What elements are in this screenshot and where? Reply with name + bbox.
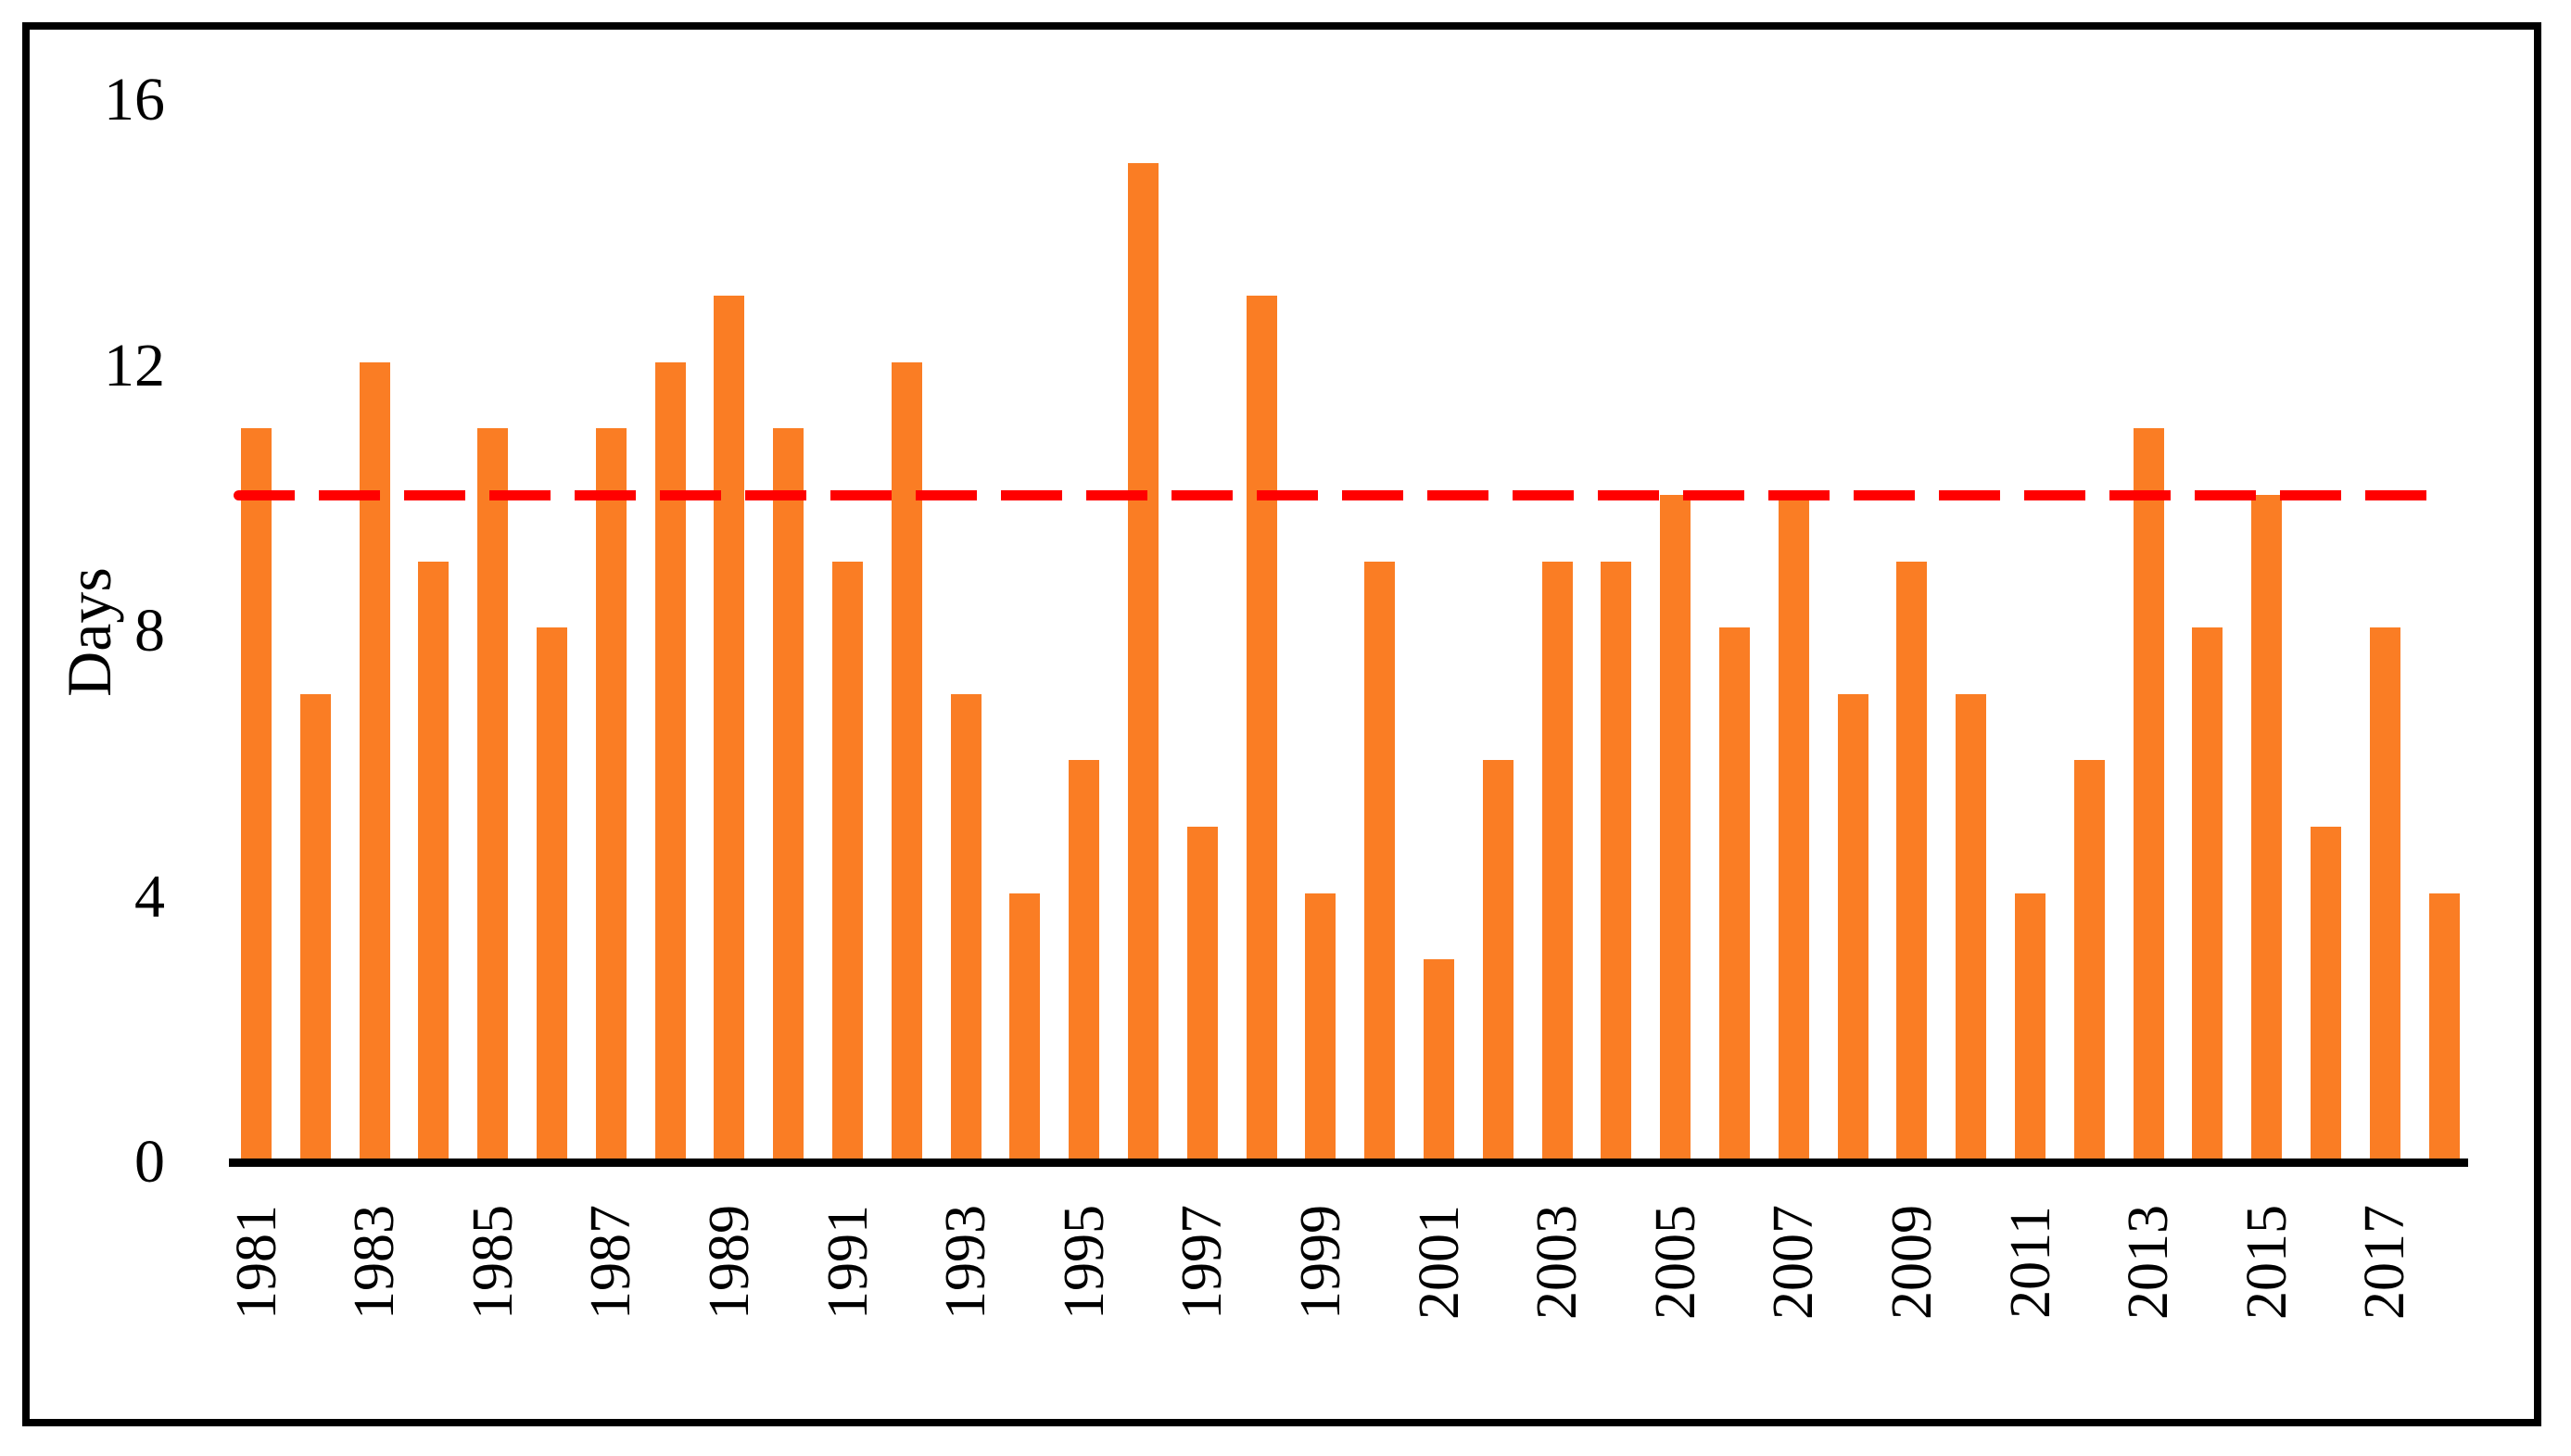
x-tick-label-1993: 1993 (934, 1205, 998, 1320)
bar-1994 (1009, 893, 1041, 1158)
bar-1987 (595, 428, 627, 1158)
x-tick-label-1989: 1989 (697, 1205, 761, 1320)
x-tick-label-1985: 1985 (461, 1205, 525, 1320)
x-tick-label-1981: 1981 (224, 1205, 288, 1320)
bar-2003 (1541, 561, 1573, 1158)
bar-2006 (1719, 627, 1750, 1158)
bar-1992 (891, 361, 922, 1158)
bar-2014 (2192, 627, 2223, 1158)
bar-1991 (832, 561, 863, 1158)
y-tick-label-16: 16 (104, 66, 165, 134)
bar-2010 (1956, 693, 1987, 1158)
bar-1983 (359, 361, 390, 1158)
x-tick-label-2007: 2007 (1762, 1205, 1826, 1320)
x-tick-label-2017: 2017 (2353, 1205, 2417, 1320)
x-tick-label-2003: 2003 (1526, 1205, 1589, 1320)
bar-1989 (714, 296, 745, 1158)
bar-2007 (1778, 495, 1809, 1158)
x-tick-label-1987: 1987 (579, 1205, 643, 1320)
bar-1981 (241, 428, 272, 1158)
y-tick-label-12: 12 (104, 331, 165, 399)
bar-2008 (1837, 693, 1868, 1158)
bar-1984 (418, 561, 450, 1158)
x-tick-label-1983: 1983 (343, 1205, 407, 1320)
x-tick-label-2005: 2005 (1643, 1205, 1707, 1320)
bar-1990 (773, 428, 804, 1158)
x-tick-label-2009: 2009 (1880, 1205, 1944, 1320)
bar-2017 (2369, 627, 2400, 1158)
bar-2005 (1660, 495, 1691, 1158)
bar-1996 (1128, 163, 1159, 1158)
bar-1995 (1069, 760, 1100, 1158)
bar-1999 (1305, 893, 1336, 1158)
bar-2011 (2015, 893, 2045, 1158)
bar-2001 (1424, 959, 1454, 1158)
bar-2000 (1364, 561, 1396, 1158)
x-tick-label-2001: 2001 (1407, 1205, 1471, 1320)
y-tick-label-4: 4 (134, 862, 165, 931)
bar-2004 (1601, 561, 1632, 1158)
bar-2002 (1482, 760, 1513, 1158)
x-tick-label-1999: 1999 (1288, 1205, 1352, 1320)
x-tick-label-1995: 1995 (1052, 1205, 1116, 1320)
bar-1997 (1186, 827, 1218, 1158)
y-tick-label-8: 8 (134, 597, 165, 665)
x-tick-label-1997: 1997 (1171, 1205, 1235, 1320)
bar-2018 (2428, 893, 2460, 1158)
bar-1982 (299, 693, 331, 1158)
x-tick-label-2013: 2013 (2117, 1205, 2181, 1320)
x-axis-line (229, 1158, 2468, 1167)
bar-2015 (2251, 495, 2283, 1158)
y-tick-label-0: 0 (134, 1128, 165, 1196)
bar-2009 (1896, 561, 1928, 1158)
bar-1988 (654, 361, 686, 1158)
reference-line (234, 489, 2447, 500)
bar-1998 (1246, 296, 1277, 1158)
bar-2016 (2311, 827, 2341, 1158)
bar-1993 (950, 693, 982, 1158)
bar-1985 (477, 428, 509, 1158)
x-tick-label-1991: 1991 (816, 1205, 880, 1320)
bar-2012 (2073, 760, 2105, 1158)
bar-2013 (2133, 428, 2164, 1158)
x-tick-label-2015: 2015 (2235, 1205, 2299, 1320)
bar-1986 (537, 627, 567, 1158)
x-tick-label-2011: 2011 (1998, 1206, 2062, 1319)
